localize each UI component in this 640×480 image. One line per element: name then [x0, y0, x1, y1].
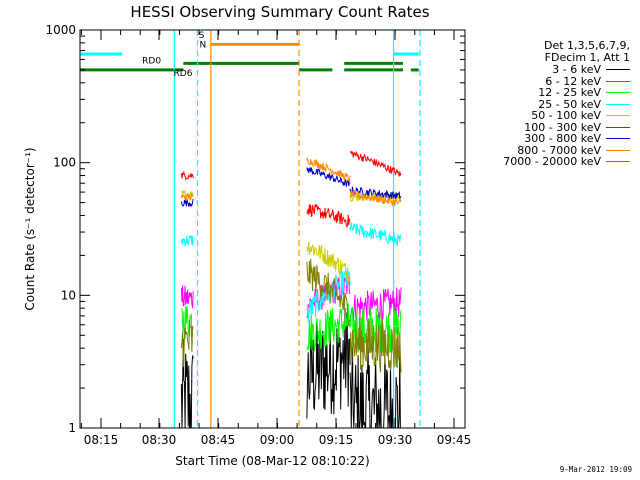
legend-label-4: 50 - 100 keV [531, 109, 601, 122]
legend-item-8: 7000 - 20000 keV [480, 156, 630, 168]
series-line-6-0 [180, 198, 194, 207]
legend-item-2: 12 - 25 keV [480, 87, 630, 99]
series-line-4-1 [306, 241, 351, 284]
legend-header-line-2: FDecim 1, Att 1 [544, 51, 630, 64]
legend-label-1: 6 - 12 keV [545, 74, 601, 88]
legend-header-line-1: Det 1,3,5,6,7,9, [543, 39, 630, 52]
legend-swatch-0 [606, 69, 630, 71]
y-tick-label-3: 1000 [45, 23, 76, 37]
plot-frame [79, 29, 466, 429]
legend-label-0: 3 - 6 keV [552, 63, 601, 76]
legend-swatch-7 [606, 149, 630, 151]
legend-item-7: 800 - 7000 keV [480, 143, 630, 157]
series-line-6-1 [306, 166, 351, 187]
x-tick-label-5: 09:30 [378, 433, 413, 447]
series-line-7-1 [306, 157, 351, 183]
series-line-3-0 [180, 235, 194, 247]
legend-item-5: 100 - 300 keV [480, 120, 630, 134]
n-flag-label: N [199, 40, 206, 50]
legend-swatch-3 [606, 103, 630, 105]
legend-label-2: 12 - 25 keV [538, 86, 601, 99]
series-line-7-2 [349, 189, 402, 206]
legend-item-3: 25 - 50 keV [480, 97, 630, 111]
y-tick-label-0: 1 [68, 421, 76, 435]
legend-label-5: 100 - 300 keV [524, 120, 601, 134]
series-line-5-0 [180, 170, 194, 181]
y-tick-label-2: 100 [53, 156, 76, 170]
series-line-1-2 [349, 287, 402, 323]
x-tick-label-6: 09:45 [437, 433, 472, 447]
series-line-7-0 [180, 192, 194, 202]
chart-title: HESSI Observing Summary Count Rates [130, 3, 430, 21]
rd6-flag-label: RD6 [174, 69, 193, 79]
series-line-1-0 [180, 285, 194, 308]
x-tick-label-2: 08:45 [201, 433, 236, 447]
series-line-5-2 [349, 150, 402, 177]
x-tick-label-0: 08:15 [84, 433, 119, 447]
series-line-3-2 [349, 222, 402, 247]
rd0-flag-label: RD0 [142, 56, 161, 66]
legend-swatch-6 [606, 138, 630, 140]
legend-item-0: 3 - 6 keV [480, 64, 630, 76]
series-line-5-1 [306, 204, 351, 229]
date-stamp: 9-Mar-2012 19:09 [559, 465, 632, 474]
series-line-8-2 [349, 317, 402, 373]
legend-swatch-5 [606, 126, 630, 128]
series-line-0-1 [306, 308, 351, 419]
series-line-8-1 [306, 258, 351, 327]
legend-label-3: 25 - 50 keV [538, 97, 601, 111]
x-axis-label: Start Time (08-Mar-12 08:10:22) [175, 454, 370, 468]
legend-item-1: 6 - 12 keV [480, 74, 630, 88]
legend-swatch-8 [606, 161, 630, 163]
legend: Det 1,3,5,6,7,9, FDecim 1, Att 1 3 - 6 k… [480, 40, 630, 168]
legend-label-7: 800 - 7000 keV [517, 143, 601, 157]
y-axis-label: Count Rate (s⁻¹ detector⁻¹) [23, 147, 37, 310]
legend-swatch-2 [606, 92, 630, 94]
legend-item-4: 50 - 100 keV [480, 110, 630, 122]
y-tick-label-1: 10 [61, 288, 76, 302]
series-line-2-0 [181, 305, 194, 340]
series-line-2-1 [306, 303, 351, 352]
legend-item-6: 300 - 800 keV [480, 133, 630, 145]
legend-swatch-4 [606, 115, 630, 117]
series-line-8-0 [180, 319, 194, 368]
s-flag-label: S [199, 31, 205, 41]
legend-swatch-1 [606, 80, 630, 82]
legend-label-6: 300 - 800 keV [524, 132, 601, 145]
x-tick-label-4: 09:15 [319, 433, 354, 447]
x-tick-label-1: 08:30 [142, 433, 177, 447]
x-tick-label-3: 09:00 [260, 433, 295, 447]
legend-label-8: 7000 - 20000 keV [503, 155, 601, 168]
